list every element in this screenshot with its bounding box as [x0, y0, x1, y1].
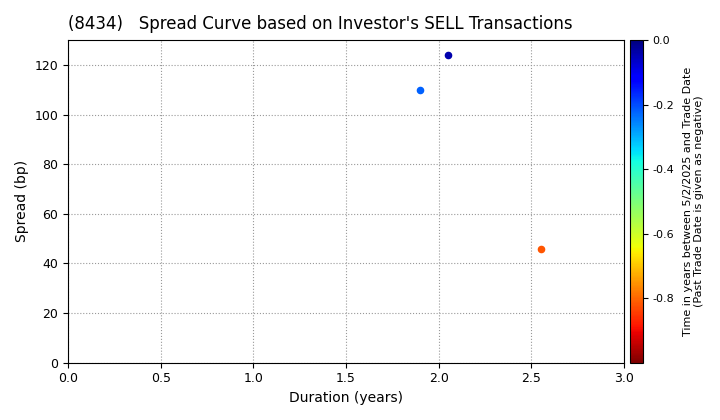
Y-axis label: Time in years between 5/2/2025 and Trade Date
(Past Trade Date is given as negat: Time in years between 5/2/2025 and Trade…: [683, 67, 704, 336]
Point: [442, 52, 454, 58]
Point: [535, 245, 546, 252]
X-axis label: Duration (years): Duration (years): [289, 391, 403, 405]
Point: [415, 87, 426, 93]
Text: (8434)   Spread Curve based on Investor's SELL Transactions: (8434) Spread Curve based on Investor's …: [68, 15, 573, 33]
Y-axis label: Spread (bp): Spread (bp): [15, 160, 29, 242]
